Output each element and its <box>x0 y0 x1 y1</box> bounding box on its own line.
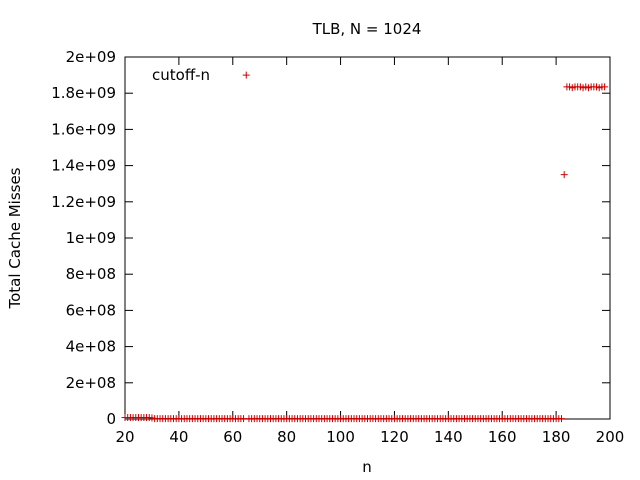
y-tick-label: 1.6e+09 <box>51 120 116 138</box>
x-tick-label: 80 <box>277 428 296 446</box>
x-tick-label: 160 <box>488 428 517 446</box>
x-tick-label: 20 <box>115 428 134 446</box>
x-tick-label: 40 <box>169 428 188 446</box>
chart-title: TLB, N = 1024 <box>312 20 422 38</box>
x-tick-label: 60 <box>223 428 242 446</box>
x-tick-label: 120 <box>380 428 409 446</box>
y-tick-label: 2e+08 <box>66 374 116 392</box>
data-point <box>242 71 250 79</box>
y-tick-label: 1.8e+09 <box>51 84 116 102</box>
y-tick-label: 1.2e+09 <box>51 193 116 211</box>
data-point <box>558 415 565 423</box>
x-tick-label: 200 <box>596 428 625 446</box>
y-tick-label: 1e+09 <box>66 229 116 247</box>
y-tick-label: 6e+08 <box>66 301 116 319</box>
x-axis-title: n <box>362 458 372 476</box>
legend: cutoff-n <box>152 66 210 84</box>
y-tick-label: 4e+08 <box>66 338 116 356</box>
y-axis-title: Total Cache Misses <box>6 167 24 309</box>
y-axis: 0 2e+08 4e+08 6e+08 8e+08 1e+09 1.2e+09 1.4e+09… <box>51 48 610 428</box>
y-tick-label: 0 <box>106 410 116 428</box>
legend-label-cutoff-n: cutoff-n <box>152 66 210 84</box>
y-tick-label: 2e+09 <box>66 48 116 66</box>
x-axis: 20 40 60 80 100 120 140 160 180 200 <box>115 57 624 446</box>
series-cutoff-n <box>121 71 609 423</box>
x-tick-label: 180 <box>542 428 571 446</box>
data-point <box>560 171 568 179</box>
plot-frame <box>124 56 611 420</box>
y-tick-label: 8e+08 <box>66 265 116 283</box>
data-point <box>601 83 609 91</box>
x-tick-label: 140 <box>434 428 463 446</box>
y-tick-label: 1.4e+09 <box>51 157 116 175</box>
x-tick-label: 100 <box>326 428 355 446</box>
